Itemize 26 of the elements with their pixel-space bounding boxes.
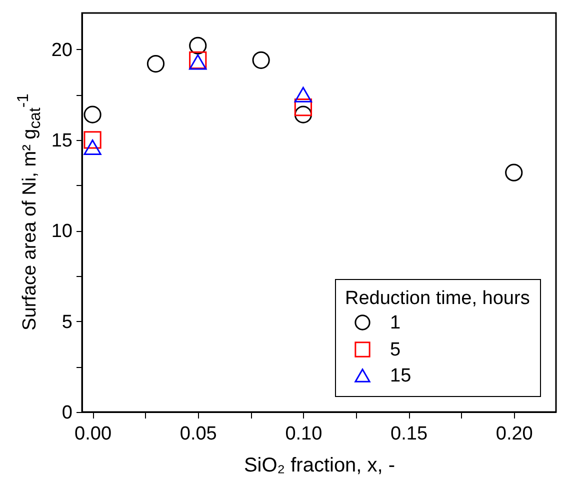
point	[294, 86, 312, 102]
point	[294, 98, 312, 116]
point	[505, 164, 523, 182]
point	[84, 131, 102, 149]
point	[84, 139, 102, 155]
legend-label: 5	[390, 340, 401, 360]
x-tick-label: 0.00	[74, 424, 112, 444]
point	[189, 54, 207, 70]
x-tick-label: 0.20	[496, 424, 533, 444]
x-tick-label: 0.05	[180, 424, 217, 444]
point	[146, 54, 165, 73]
point	[189, 36, 207, 54]
point	[252, 51, 270, 69]
y-tick-label: 20	[51, 40, 72, 61]
legend-label: 1	[390, 312, 401, 334]
x-tick-label: 0.10	[285, 424, 322, 444]
point	[294, 106, 312, 124]
point	[84, 106, 102, 124]
y-tick-label: 0	[62, 402, 72, 424]
x-tick-label: 0.15	[390, 424, 428, 444]
legend-title: Reduction time, hours	[345, 288, 530, 309]
legend-label: 15	[390, 366, 412, 386]
y-tick-label: 10	[51, 221, 72, 242]
y-tick-label: 15	[51, 130, 72, 152]
x-axis-title: SiO₂ fraction, x, -	[244, 454, 396, 476]
y-tick-label: 5	[62, 312, 72, 333]
